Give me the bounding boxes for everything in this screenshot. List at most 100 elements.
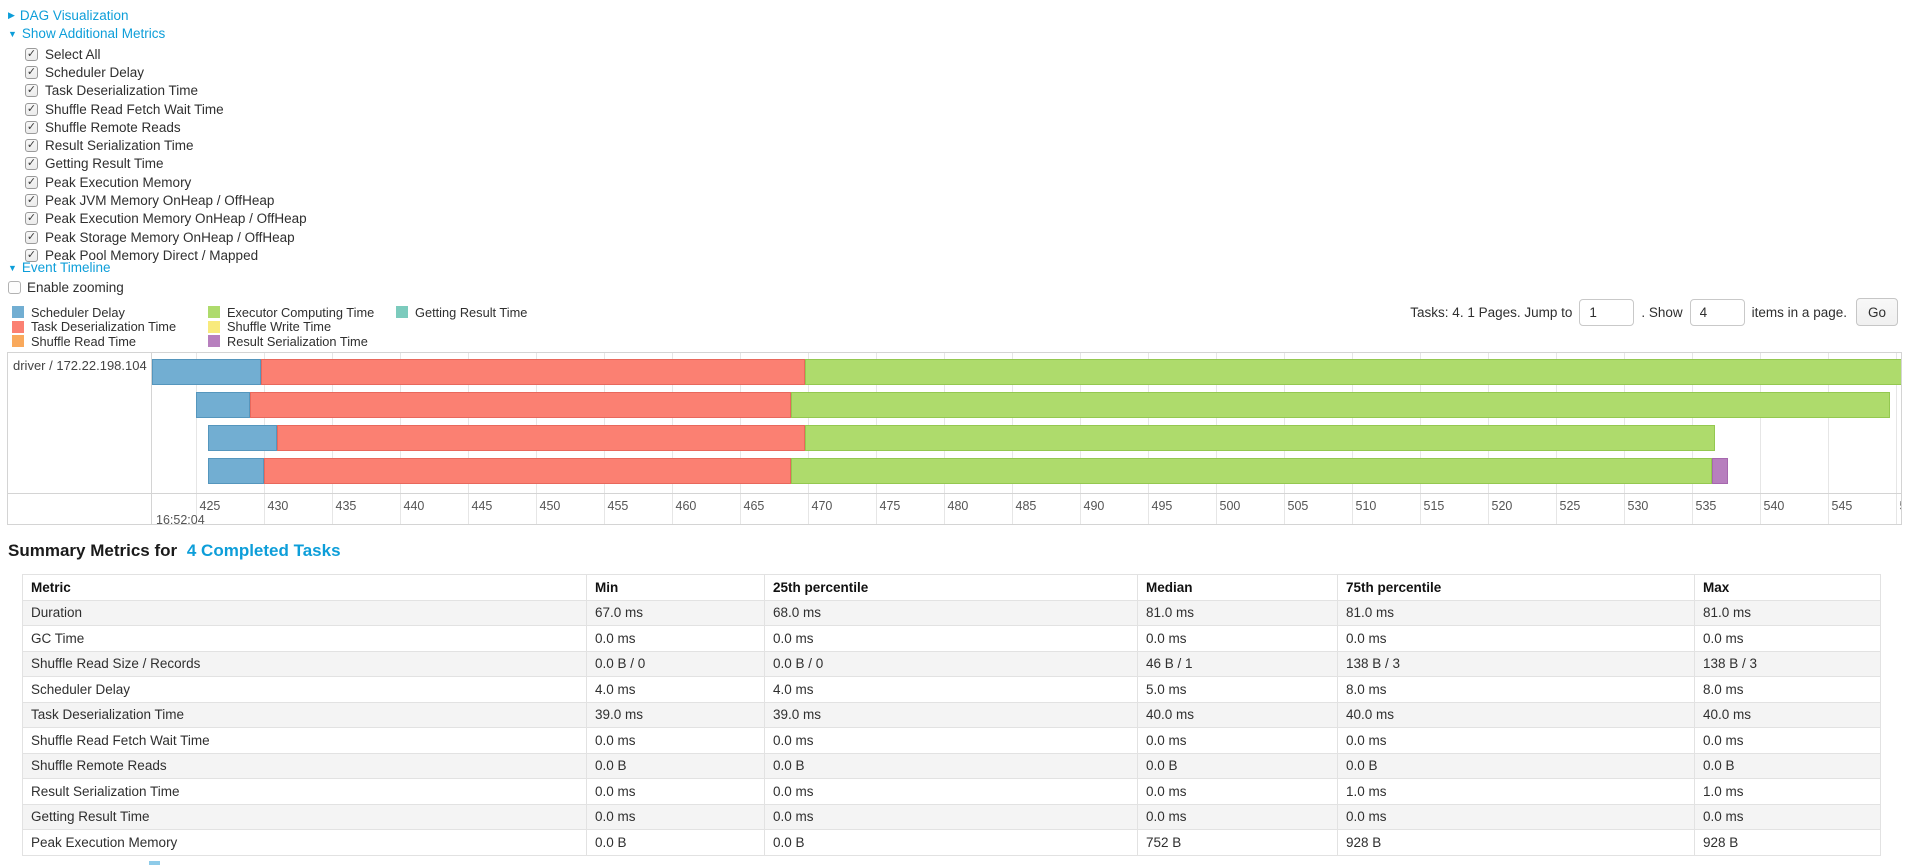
metric-checkbox-label: Peak Pool Memory Direct / Mapped: [45, 247, 259, 263]
table-cell: 40.0 ms: [1137, 701, 1338, 728]
items-per-page-input[interactable]: [1689, 298, 1745, 326]
timeline-segment-task-deserialization[interactable]: [260, 359, 805, 385]
table-cell: 0.0 ms: [1694, 625, 1881, 652]
metric-checkbox-item: ✓ Scheduler Delay: [25, 63, 307, 81]
table-cell: 40.0 ms: [1337, 701, 1695, 728]
show-text: . Show: [1641, 304, 1683, 320]
axis-tick-label: 520: [1491, 499, 1513, 513]
enable-zooming-checkbox[interactable]: [8, 281, 21, 294]
metric-checkbox[interactable]: ✓: [25, 230, 38, 244]
metric-checkbox-label: Shuffle Read Fetch Wait Time: [45, 101, 224, 117]
axis-tick-label: 550: [1900, 499, 1902, 513]
gridline: [1895, 353, 1897, 524]
axis-tick-label: 440: [403, 499, 425, 513]
table-cell: Scheduler Delay: [22, 676, 587, 703]
axis-tick-label: 515: [1423, 499, 1445, 513]
timeline-segment-scheduler-delay[interactable]: [207, 458, 264, 484]
jump-to-page-input[interactable]: [1579, 298, 1635, 326]
metric-checkbox-label: Scheduler Delay: [45, 64, 145, 80]
timeline-segment-executor-computing[interactable]: [804, 359, 1901, 385]
table-cell: 138 B / 3: [1694, 650, 1881, 677]
metric-checkbox[interactable]: ✓: [25, 157, 38, 171]
legend-item-task-deserialization-time: Task Deserialization Time: [12, 319, 208, 334]
axis-tick-label: 455: [607, 499, 629, 513]
axis-major-time-label: 16:52:04: [156, 513, 205, 525]
table-cell: 0.0 ms: [1137, 727, 1338, 754]
metric-checkbox[interactable]: ✓: [25, 65, 38, 79]
timeline-segment-scheduler-delay[interactable]: [207, 425, 278, 451]
metric-checkbox[interactable]: ✓: [25, 84, 38, 98]
metric-checkbox[interactable]: ✓: [25, 120, 38, 134]
go-button[interactable]: Go: [1855, 298, 1898, 326]
metric-checkbox-item: ✓ Shuffle Remote Reads: [25, 118, 307, 136]
timeline-segment-scheduler-delay[interactable]: [195, 392, 250, 418]
table-cell: Shuffle Remote Reads: [22, 752, 587, 779]
show-additional-metrics-label: Show Additional Metrics: [21, 26, 166, 41]
metric-checkbox-label: Peak Execution Memory: [45, 174, 192, 190]
table-cell: 0.0 ms: [1137, 803, 1338, 830]
table-cell: 0.0 B / 0: [586, 650, 765, 677]
metric-checkbox[interactable]: ✓: [25, 194, 38, 208]
chevron-down-icon: ▼: [8, 262, 17, 273]
dag-visualization-toggle[interactable]: ▶ DAG Visualization: [8, 8, 128, 23]
table-cell: 0.0 ms: [1337, 727, 1695, 754]
table-cell: 81.0 ms: [1137, 599, 1338, 626]
event-timeline-toggle[interactable]: ▼ Event Timeline: [8, 260, 110, 275]
column-header: 25th percentile: [764, 574, 1138, 601]
timeline-segment-executor-computing[interactable]: [791, 392, 1891, 418]
table-cell: 0.0 B: [1337, 752, 1695, 779]
table-cell: 0.0 ms: [764, 625, 1138, 652]
legend-swatch-result-serialization-time: [208, 335, 220, 348]
legend-swatch-scheduler-delay: [12, 306, 24, 319]
gridline: [1759, 353, 1761, 524]
metric-checkbox-item: ✓ Peak Execution Memory: [25, 173, 307, 191]
axis-tick-label: 425: [199, 499, 221, 513]
table-cell: Result Serialization Time: [22, 778, 587, 805]
column-header: 75th percentile: [1337, 574, 1695, 601]
table-cell: 0.0 ms: [1694, 803, 1881, 830]
gridline: [1827, 353, 1829, 524]
chevron-down-icon: ▼: [8, 28, 17, 39]
axis-tick-label: 540: [1763, 499, 1785, 513]
timeline-segment-scheduler-delay[interactable]: [152, 359, 261, 385]
show-additional-metrics-toggle[interactable]: ▼ Show Additional Metrics: [8, 26, 165, 41]
timeline-segment-task-deserialization[interactable]: [263, 458, 792, 484]
table-cell: 39.0 ms: [764, 701, 1138, 728]
table-cell: 4.0 ms: [586, 676, 765, 703]
completed-tasks-link[interactable]: 4 Completed Tasks: [186, 541, 341, 560]
timeline-segment-result-serialization[interactable]: [1711, 458, 1729, 484]
summary-title-prefix: Summary Metrics for: [8, 541, 178, 560]
axis-tick-label: 450: [539, 499, 561, 513]
event-timeline-label: Event Timeline: [21, 260, 111, 275]
table-row: Result Serialization Time 0.0 ms 0.0 ms 0.0…: [22, 778, 1881, 805]
axis-tick-label: 465: [743, 499, 765, 513]
metric-checkbox[interactable]: ✓: [25, 47, 38, 61]
tasks-pagination: Tasks: 4. 1 Pages. Jump to . Show items …: [1410, 297, 1898, 327]
metric-checkbox-label: Select All: [45, 46, 101, 62]
metric-checkbox-item: ✓ Select All: [25, 45, 307, 63]
enable-zooming-row: Enable zooming: [8, 280, 124, 295]
timeline-segment-task-deserialization[interactable]: [249, 392, 792, 418]
table-cell: 8.0 ms: [1337, 676, 1695, 703]
tasks-count-text: Tasks: 4. 1 Pages. Jump to: [1410, 304, 1573, 320]
metric-checkbox[interactable]: ✓: [25, 102, 38, 116]
metric-checkbox[interactable]: ✓: [25, 212, 38, 226]
timeline-segment-executor-computing[interactable]: [791, 458, 1712, 484]
metric-checkbox[interactable]: ✓: [25, 175, 38, 189]
table-cell: 0.0 B / 0: [764, 650, 1138, 677]
table-cell: 0.0 B: [586, 752, 765, 779]
axis-tick-label: 435: [335, 499, 357, 513]
legend-item-executor-computing-time: Executor Computing Time: [208, 305, 396, 320]
table-cell: 81.0 ms: [1694, 599, 1881, 626]
table-cell: 928 B: [1694, 829, 1881, 856]
legend-column: Executor Computing Time Shuffle Write Tim…: [208, 305, 396, 349]
table-cell: 752 B: [1137, 829, 1338, 856]
axis-tick-label: 505: [1287, 499, 1309, 513]
timeline-segment-task-deserialization[interactable]: [277, 425, 805, 451]
metric-checkbox[interactable]: ✓: [25, 248, 38, 262]
metric-checkbox[interactable]: ✓: [25, 139, 38, 153]
axis-tick-label: 490: [1083, 499, 1105, 513]
legend-item-getting-result-time: Getting Result Time: [396, 305, 596, 320]
table-row: Peak Execution Memory 0.0 B 0.0 B 752 B 928 …: [22, 829, 1881, 856]
timeline-segment-executor-computing[interactable]: [804, 425, 1715, 451]
